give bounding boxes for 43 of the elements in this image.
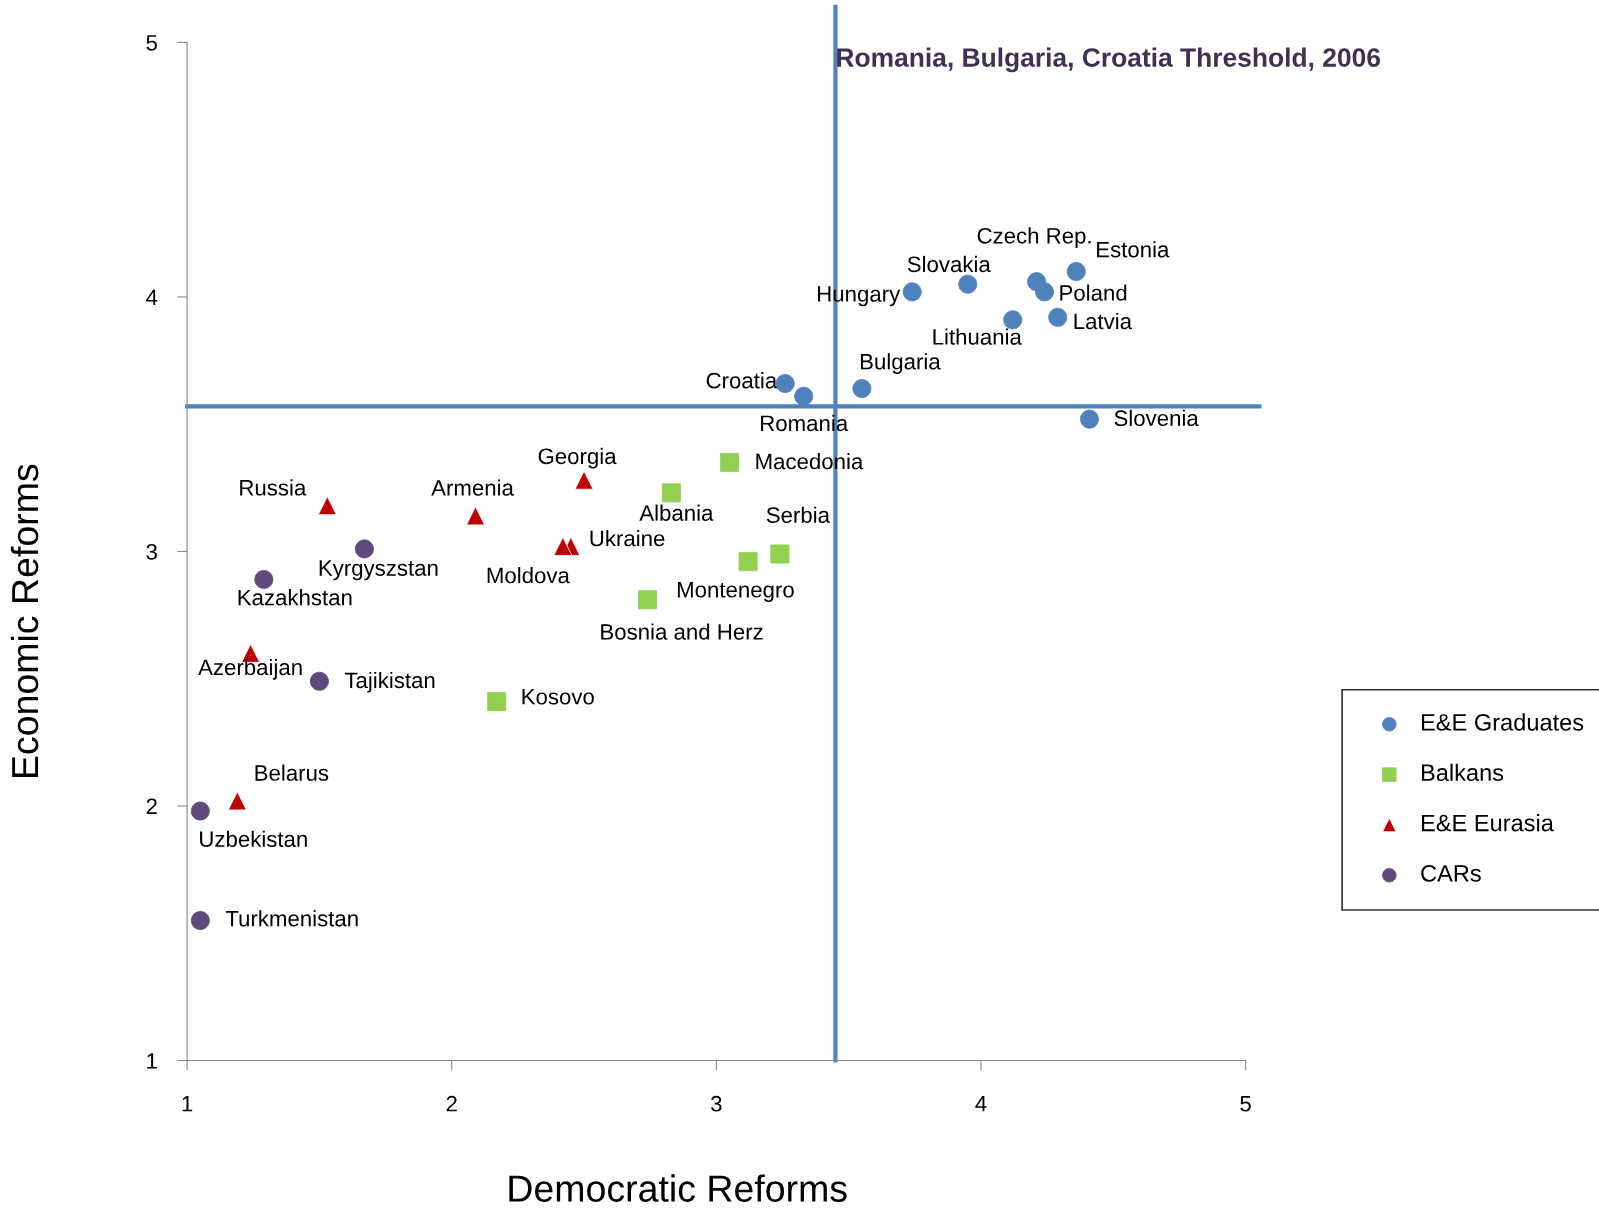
data-label: Croatia xyxy=(706,372,778,389)
x-axis-title: Democratic Reforms xyxy=(509,1174,847,1202)
data-label: Russia xyxy=(240,479,307,496)
data-label: Belarus xyxy=(255,764,329,781)
data-label: Ukraine xyxy=(590,530,665,547)
legend-label: E&E Eurasia xyxy=(1421,814,1554,832)
x-tick-label: 5 xyxy=(1240,1096,1251,1112)
data-label: Slovakia xyxy=(907,255,991,273)
data-label: Latvia xyxy=(1074,312,1133,330)
ref-line-label: Romania, Bulgaria, Croatia Threshold, 2006 xyxy=(837,47,1380,73)
data-label: Slovenia xyxy=(1114,409,1199,427)
y-tick-label: 5 xyxy=(146,35,157,51)
y-axis-title: Economic Reforms xyxy=(10,464,39,777)
data-label: Georgia xyxy=(538,447,617,469)
x-tick-label: 4 xyxy=(975,1096,987,1112)
legend-label: Balkans xyxy=(1421,763,1504,782)
data-label: Kazakhstan xyxy=(238,589,352,606)
y-tick-label: 2 xyxy=(146,798,157,815)
data-label: Bosnia and Herz xyxy=(601,623,763,640)
data-label: Turkmenistan xyxy=(225,910,358,927)
data-label: Albania xyxy=(639,504,714,521)
data-label: Tajikistan xyxy=(344,671,435,693)
y-tick-label: 4 xyxy=(146,289,158,305)
data-label: Kyrgyszstan xyxy=(319,560,438,581)
legend-label: E&E Graduates xyxy=(1421,713,1584,731)
data-label: Moldova xyxy=(487,567,570,584)
y-tick-label: 3 xyxy=(146,543,157,560)
data-label: Armenia xyxy=(431,479,514,496)
x-tick-label: 2 xyxy=(446,1095,457,1112)
data-label: Estonia xyxy=(1097,241,1170,258)
data-label: Poland xyxy=(1060,284,1127,301)
data-label: Czech Rep. xyxy=(977,227,1091,249)
data-label: Kosovo xyxy=(522,689,594,705)
data-label: Bulgaria xyxy=(860,353,941,374)
data-label: Montenegro xyxy=(677,582,794,602)
data-label: Lithuania xyxy=(933,328,1022,345)
data-label: Serbia xyxy=(766,506,830,523)
x-tick-label: 1 xyxy=(182,1096,193,1112)
data-label: Uzbekistan xyxy=(200,830,307,848)
y-tick-label: 1 xyxy=(147,1053,157,1069)
legend-label: CARs xyxy=(1421,865,1481,882)
x-tick-label: 3 xyxy=(711,1095,722,1112)
data-label: Azerbaijan xyxy=(198,658,302,680)
